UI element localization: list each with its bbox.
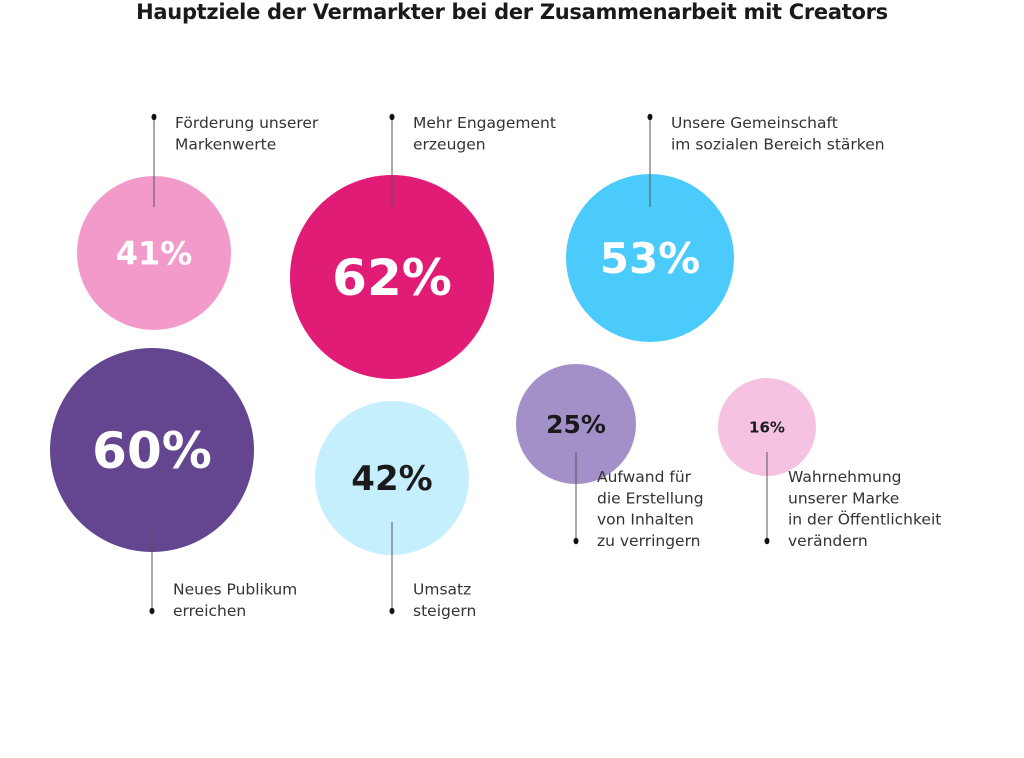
bubble-category-label: erzeugen	[413, 135, 486, 153]
bubble-category-label: Umsatz	[413, 581, 471, 599]
chart-title: Hauptziele der Vermarkter bei der Zusamm…	[136, 0, 888, 24]
bubble-25	[516, 364, 636, 484]
bubble-category-label: verändern	[788, 532, 868, 550]
bubble-value-label: 60%	[92, 422, 212, 480]
bubble-category-label: zu verringern	[597, 532, 701, 550]
bubble-category-label: unserer Marke	[788, 489, 899, 507]
bubble-60	[50, 348, 254, 552]
bubble-category-label: Wahrnehmung	[788, 468, 902, 486]
bubble-category-label: in der Öffentlichkeit	[788, 510, 941, 529]
bubble-value-label: 62%	[332, 249, 452, 307]
leader-dot	[389, 607, 395, 615]
bubble-category-label: Mehr Engagement	[413, 114, 556, 132]
bubble-16	[718, 378, 816, 476]
bubble-category-label: Neues Publikum	[173, 581, 297, 599]
leader-dot	[647, 113, 653, 121]
bubble-53	[566, 174, 734, 342]
bubble-category-label: im sozialen Bereich stärken	[671, 135, 885, 153]
leader-dot	[149, 607, 155, 615]
leader-dot	[573, 537, 579, 545]
leader-dot	[389, 113, 395, 121]
bubble-category-label: erreichen	[173, 602, 246, 620]
bubble-category-label: Förderung unserer	[175, 114, 319, 132]
bubble-value-label: 25%	[546, 410, 606, 439]
bubble-42	[315, 401, 469, 555]
leader-dot	[151, 113, 157, 121]
bubble-value-label: 42%	[351, 459, 432, 499]
bubble-category-label: steigern	[413, 602, 476, 620]
bubble-category-label: Markenwerte	[175, 135, 276, 153]
bubble-value-label: 41%	[116, 235, 193, 273]
bubble-category-label: Unsere Gemeinschaft	[671, 114, 838, 132]
bubble-62	[290, 175, 494, 379]
bubble-value-label: 53%	[600, 234, 701, 283]
bubble-41	[77, 176, 231, 330]
bubble-category-label: Aufwand für	[597, 468, 692, 486]
bubble-value-label: 16%	[749, 418, 785, 436]
bubble-category-label: die Erstellung	[597, 489, 704, 507]
leader-dot	[764, 537, 770, 545]
bubble-category-label: von Inhalten	[597, 511, 694, 529]
